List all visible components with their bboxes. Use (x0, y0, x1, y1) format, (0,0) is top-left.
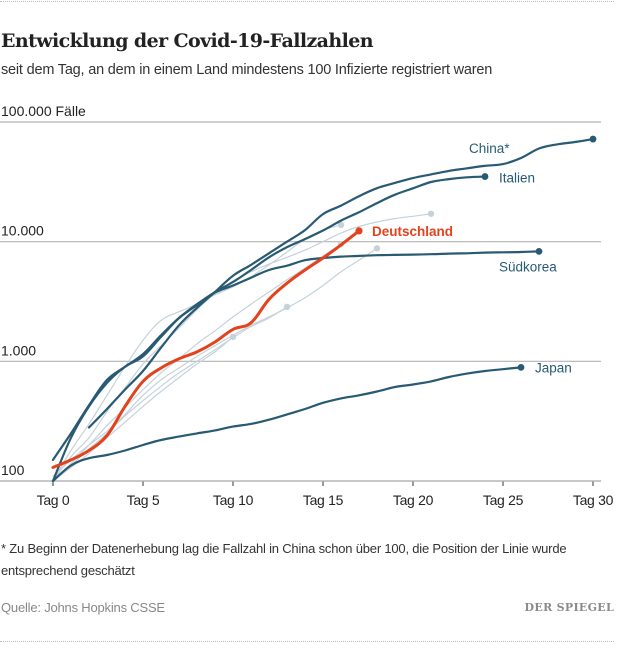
series-line-deutschland (51, 229, 361, 469)
y-tick-label: 100 (1, 462, 25, 478)
y-tick-label: 100.000 Fälle (1, 103, 86, 119)
y-tick-label: 10.000 (1, 223, 44, 239)
series-endpoint-background-country (427, 210, 435, 217)
x-tick-label: Tag 5 (127, 492, 160, 508)
source-note: Quelle: Johns Hopkins CSSE (1, 600, 165, 615)
x-tick-label: Tag 20 (393, 492, 434, 508)
chart-subtitle: seit dem Tag, an dem in einem Land minde… (1, 62, 493, 78)
series-line-südkorea (51, 250, 541, 461)
y-axis-labels: 100 1.000 10.000 100.000 Fälle (1, 103, 86, 478)
footnote: * Zu Beginn der Datenerhebung lag die Fa… (1, 541, 567, 578)
x-tick-label: Tag 15 (303, 492, 344, 508)
series-endpoint-südkorea (535, 247, 543, 255)
series-label-italien: Italien (499, 171, 535, 186)
series-line-background-country (52, 306, 288, 482)
series-line-background-country (52, 213, 432, 482)
x-axis: Tag 0 Tag 5 Tag 10 Tag 15 Tag 20 Tag 25 Tag 30 (0, 480, 614, 508)
top-divider (0, 1, 614, 2)
publisher-logo: DER SPIEGEL (524, 601, 614, 614)
series-endpoint-china (589, 135, 597, 143)
x-tick-label: Tag 30 (573, 492, 614, 508)
series-line-italien (51, 175, 487, 483)
x-tick-label: Tag 10 (213, 492, 254, 508)
series-line-japan (51, 366, 523, 483)
series-label-deutschland: Deutschland (372, 224, 453, 239)
background-series (52, 210, 435, 482)
series-endpoint-background-country (229, 333, 237, 341)
series-endpoint-background-country (373, 245, 381, 252)
series-label-japan: Japan (535, 360, 572, 375)
series-line-background-country (52, 336, 234, 482)
series-label-china: China* (469, 141, 510, 156)
series-line-china (87, 138, 595, 429)
series-endpoint-background-country (337, 221, 345, 229)
series-endpoint-background-country (283, 303, 291, 311)
series-line-background-country (52, 243, 342, 482)
series-labels: China* Italien Südkorea Japan Deutschland (372, 141, 572, 375)
x-tick-label: Tag 0 (37, 492, 70, 508)
bottom-divider (0, 641, 614, 642)
series-endpoint-japan (517, 363, 525, 371)
series-line-background-country (52, 247, 378, 477)
highlight-series (51, 227, 363, 469)
chart-title: Entwicklung der Covid-19-Fallzahlen (1, 30, 374, 52)
x-tick-label: Tag 25 (483, 492, 524, 508)
y-tick-label: 1.000 (1, 342, 36, 358)
series-endpoint-italien (481, 173, 489, 180)
labeled-series (51, 135, 597, 483)
series-label-südkorea: Südkorea (499, 259, 557, 274)
series-endpoint-deutschland (355, 227, 363, 235)
